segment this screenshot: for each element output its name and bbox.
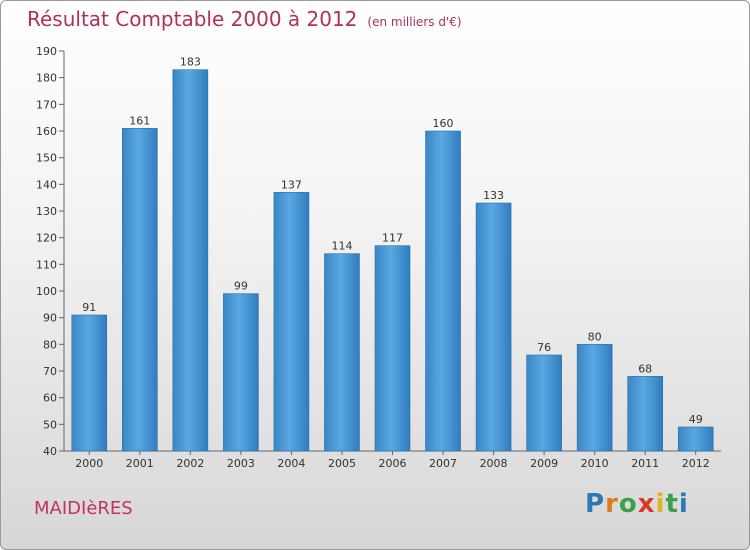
x-tick-label: 2004 [277,457,305,470]
bar [374,245,411,452]
bar-value-label: 91 [82,301,96,314]
y-tick-label: 90 [43,312,57,325]
x-axis: 2000 2001 2002 2003 2004 2005 2006 2007 2008 2009… [64,450,721,470]
x-tick-label: 2006 [379,457,407,470]
chart-title-block: Résultat Comptable 2000 à 2012 (en millie… [27,7,462,31]
y-tick-label: 80 [43,338,57,351]
bar [324,253,360,452]
y-tick-label: 130 [36,205,57,218]
bar-value-label: 80 [588,330,602,343]
x-tick-label: 2005 [328,457,356,470]
y-tick-label: 50 [43,418,57,431]
y-tick-label: 70 [43,365,57,378]
y-tick-label: 170 [36,98,57,111]
logo-letter: i [678,489,689,519]
bar-value-label: 117 [382,232,403,245]
bar-value-label: 114 [331,240,352,253]
logo-letter: o [618,489,638,519]
x-tick-label: 2009 [530,457,558,470]
logo-letter: x [637,489,656,519]
y-tick-label: 190 [36,45,57,58]
y-axis: 40 50 60 70 80 90 100 110 120 130 140 150 160 170 180 1… [36,45,65,458]
bar-value-label: 183 [180,56,201,69]
logo-letter: t [665,489,679,519]
town-name: MAIDIèRES [34,498,133,519]
y-tick-label: 60 [43,392,57,405]
logo-letter: P [585,489,606,519]
chart-unit: (en milliers d'€) [367,15,462,29]
y-tick-label: 160 [36,125,57,138]
bar [122,128,158,452]
y-tick-label: 180 [36,72,57,85]
proxiti-logo[interactable]: Proxiti [585,489,689,519]
y-tick-label: 40 [43,445,57,458]
x-tick-label: 2011 [631,457,659,470]
bar [425,130,461,452]
x-tick-label: 2008 [480,457,508,470]
x-tick-label: 2012 [682,457,710,470]
bar-value-label: 161 [129,114,150,127]
y-tick-label: 150 [36,152,57,165]
bar [677,426,714,452]
bar [273,192,310,452]
bar-value-label: 99 [234,280,248,293]
bar-value-label: 133 [483,189,504,202]
logo-letter: r [605,489,619,519]
bar [172,69,209,452]
x-tick-label: 2007 [429,457,457,470]
bar [526,354,562,452]
bars [71,69,714,452]
bar-value-label: 137 [281,178,302,191]
bar [475,202,512,452]
logo-letter: i [655,489,666,519]
bar-value-label: 76 [537,341,551,354]
bar-value-label: 49 [689,413,703,426]
bar-value-label: 68 [638,362,652,375]
bar [223,293,259,452]
data-labels: 91 161 183 99 137 114 117 160 133 76 80 68 49 [82,56,702,426]
x-tick-label: 2010 [581,457,609,470]
bar [576,344,613,452]
bar-value-label: 160 [433,117,454,130]
y-tick-label: 100 [36,285,57,298]
x-tick-label: 2001 [126,457,154,470]
y-tick-label: 120 [36,232,57,245]
y-tick-label: 140 [36,178,57,191]
x-tick-label: 2000 [75,457,103,470]
y-tick-label: 110 [36,258,57,271]
chart-title: Résultat Comptable 2000 à 2012 [27,7,358,31]
bar [71,314,108,452]
x-tick-label: 2002 [176,457,204,470]
bar [627,376,663,452]
x-tick-label: 2003 [227,457,255,470]
